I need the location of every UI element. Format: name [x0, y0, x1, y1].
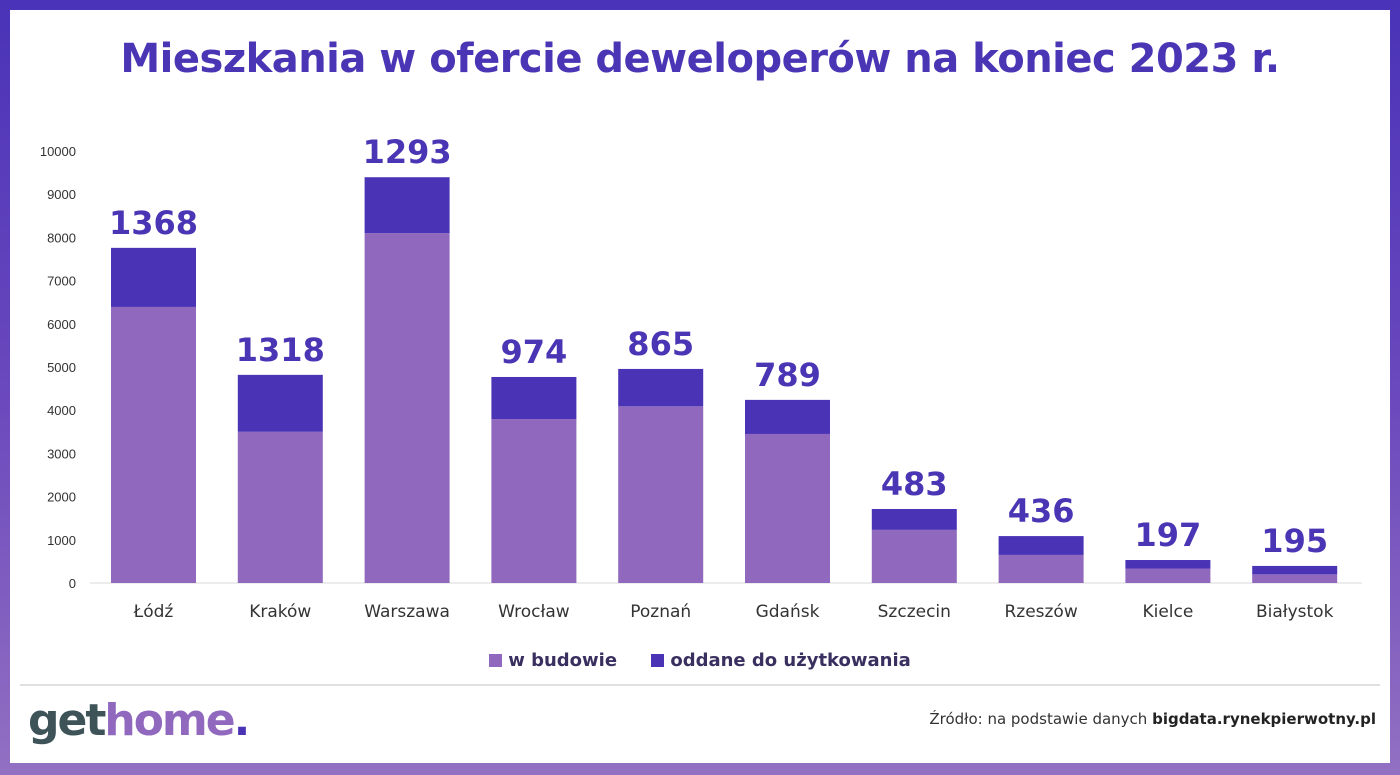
bar-oddane	[745, 399, 830, 434]
bar-w-budowie	[871, 529, 957, 583]
bar-oddane	[1125, 560, 1211, 569]
data-label: 974	[501, 333, 568, 371]
data-label: 197	[1135, 516, 1202, 554]
gethome-logo: gethome.	[28, 695, 250, 746]
x-tick-label: Kraków	[249, 602, 311, 622]
bar-w-budowie	[364, 233, 450, 583]
bar-oddane	[871, 508, 957, 530]
bar-oddane	[998, 536, 1084, 555]
legend-item-w-budowie: w budowie	[489, 650, 617, 671]
x-tick-label: Warszawa	[364, 602, 450, 622]
bar-oddane	[237, 374, 323, 432]
legend-item-oddane: oddane do użytkowania	[651, 650, 911, 671]
x-tick-label: Szczecin	[878, 602, 951, 622]
y-tick-label: 1000	[47, 533, 76, 548]
bar-w-budowie	[745, 433, 830, 583]
bar-oddane	[618, 368, 704, 407]
bar-oddane	[1252, 565, 1338, 575]
chart-title: Mieszkania w ofercie deweloperów na koni…	[120, 36, 1280, 82]
bar-oddane	[491, 376, 577, 420]
source-note: Źródło: na podstawie danych bigdata.ryne…	[929, 710, 1376, 728]
bar-w-budowie	[618, 406, 704, 583]
x-tick-label: Gdańsk	[756, 602, 820, 622]
y-tick-label: 5000	[47, 360, 76, 375]
data-label: 865	[627, 325, 694, 363]
legend: w budowie oddane do użytkowania	[0, 650, 1400, 671]
legend-swatch	[489, 654, 503, 667]
bar-w-budowie	[998, 554, 1084, 583]
x-tick-label: Poznań	[630, 602, 691, 622]
x-tick-label: Białystok	[1256, 602, 1334, 622]
bar-chart: 0 1000 2000 3000 4000 5000 6000 7000 8000 9000 100…	[40, 133, 1362, 622]
bar-w-budowie	[491, 419, 577, 583]
data-label: 1368	[109, 204, 198, 242]
y-tick-label: 3000	[47, 446, 76, 461]
y-tick-label: 7000	[47, 274, 76, 289]
y-tick-label: 6000	[47, 317, 76, 332]
y-tick-label: 10000	[40, 144, 76, 159]
legend-swatch	[651, 654, 665, 667]
bar-w-budowie	[1125, 568, 1211, 583]
bar-w-budowie	[1252, 574, 1338, 583]
bar-w-budowie	[111, 306, 196, 583]
y-tick-label: 2000	[47, 490, 76, 505]
bar-oddane	[111, 247, 196, 307]
x-tick-label: Rzeszów	[1004, 602, 1077, 622]
data-label: 1318	[236, 331, 325, 369]
legend-label: oddane do użytkowania	[670, 650, 911, 671]
x-tick-label: Łódź	[133, 602, 174, 622]
data-label: 483	[881, 465, 948, 503]
legend-label: w budowie	[508, 650, 618, 671]
bar-oddane	[364, 177, 450, 234]
data-label: 789	[754, 356, 821, 394]
data-label: 195	[1261, 522, 1328, 560]
x-tick-label: Wrocław	[498, 602, 570, 622]
x-tick-label: Kielce	[1142, 602, 1193, 622]
y-tick-label: 4000	[47, 403, 76, 418]
y-tick-label: 8000	[47, 230, 76, 245]
bar-w-budowie	[237, 431, 323, 583]
data-label: 436	[1008, 492, 1075, 530]
y-tick-label: 0	[69, 576, 76, 591]
divider	[20, 684, 1380, 686]
y-tick-label: 9000	[47, 187, 76, 202]
data-label: 1293	[363, 133, 452, 171]
